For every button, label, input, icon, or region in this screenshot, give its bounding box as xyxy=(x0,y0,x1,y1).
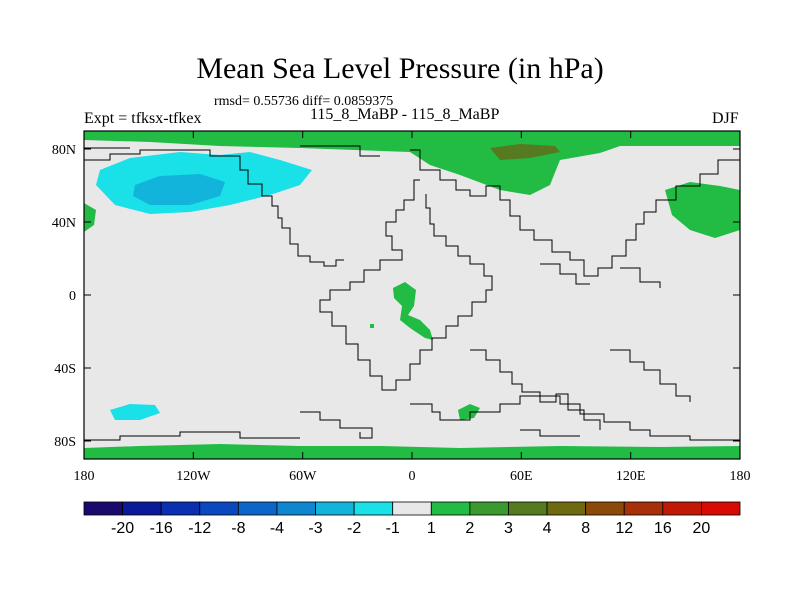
colorbar-swatch xyxy=(508,501,548,516)
y-tick-label: 80N xyxy=(52,143,76,158)
x-tick-label: 180 xyxy=(730,469,751,484)
colorbar-label: 16 xyxy=(654,520,672,537)
positive-anomaly-west xyxy=(84,203,96,232)
y-tick-label: 40S xyxy=(54,362,76,377)
coastlines xyxy=(84,145,740,441)
contour-field xyxy=(84,131,740,459)
colorbar-swatch xyxy=(623,501,664,516)
colorbar-label: -12 xyxy=(188,520,211,537)
colorbar-label: -3 xyxy=(308,520,322,537)
colorbar-label: -16 xyxy=(150,520,173,537)
x-tick-label: 180 xyxy=(74,469,95,484)
experiment-label: Expt = tfksx-tfkex xyxy=(84,110,202,127)
colorbar-swatch xyxy=(122,501,162,516)
positive-anomaly-south xyxy=(458,404,480,420)
colorbar-swatch xyxy=(199,501,239,516)
colorbar-label: -8 xyxy=(231,520,245,537)
positive-anomaly-north xyxy=(84,131,740,195)
colorbar-swatch xyxy=(585,501,625,516)
y-tick-label: 0 xyxy=(69,289,76,304)
negative-anomaly-core xyxy=(133,174,225,205)
colorbar-label: -4 xyxy=(270,520,284,537)
colorbar-label: -20 xyxy=(111,520,134,537)
colorbar-swatch xyxy=(353,501,394,516)
colorbar-swatch xyxy=(469,501,509,516)
colorbar-swatch xyxy=(315,501,355,516)
colorbar-label: 12 xyxy=(615,520,633,537)
colorbar-label: 20 xyxy=(693,520,711,537)
colorbar-label: 3 xyxy=(504,520,513,537)
x-axis-ticks xyxy=(83,131,741,459)
colorbar-swatch xyxy=(83,501,123,516)
colorbar-label: -1 xyxy=(386,520,400,537)
colorbar-label: 2 xyxy=(465,520,474,537)
y-axis-ticks xyxy=(84,148,740,442)
colorbar-swatch xyxy=(392,501,432,516)
positive-anomaly-antarctic xyxy=(84,444,740,459)
period-label: 115_8_MaBP - 115_8_MaBP xyxy=(310,106,500,123)
colorbar-swatch xyxy=(237,501,278,516)
positive-anomaly-africa xyxy=(393,282,433,340)
y-tick-label: 80S xyxy=(54,435,76,450)
x-tick-label: 60W xyxy=(289,469,317,484)
positive-anomaly-asia xyxy=(665,182,740,238)
colorbar-swatch xyxy=(701,501,741,516)
colorbar-swatch xyxy=(276,501,316,516)
negative-anomaly-south-pacific xyxy=(110,404,160,420)
colorbar xyxy=(83,501,741,516)
colorbar-labels: -20 -16 -12 -8 -4 -3 -2 -1 1 2 3 4 8 12 16 20 xyxy=(111,520,710,537)
colorbar-label: -2 xyxy=(347,520,361,537)
season-label: DJF xyxy=(712,110,739,127)
colorbar-label: 8 xyxy=(581,520,590,537)
x-tick-label: 60E xyxy=(510,469,533,484)
x-tick-label: 0 xyxy=(409,469,416,484)
map-title: Mean Sea Level Pressure (in hPa) xyxy=(196,52,604,85)
colorbar-label: 1 xyxy=(427,520,436,537)
colorbar-swatch xyxy=(546,501,587,516)
x-tick-label: 120E xyxy=(616,469,646,484)
colorbar-label: 4 xyxy=(543,520,552,537)
stats-label: rmsd= 0.55736 diff= 0.0859375 xyxy=(214,94,394,109)
positive-anomaly-core xyxy=(490,144,560,160)
x-tick-label: 120W xyxy=(176,469,211,484)
colorbar-swatch xyxy=(430,501,471,516)
colorbar-swatch xyxy=(160,501,201,516)
positive-anomaly-dot xyxy=(370,324,374,328)
colorbar-swatch xyxy=(662,501,702,516)
y-tick-label: 40N xyxy=(52,216,76,231)
